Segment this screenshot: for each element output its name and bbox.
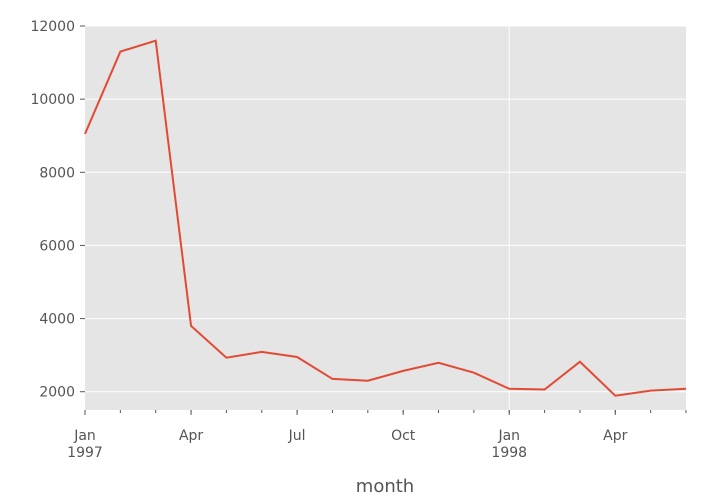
x-tick-label-line: Jan bbox=[73, 428, 96, 444]
y-tick-label: 8000 bbox=[39, 165, 75, 181]
x-tick-label-line: 1997 bbox=[67, 445, 103, 461]
x-tick-label: Jan 1997 bbox=[67, 428, 103, 461]
y-tick-label: 6000 bbox=[39, 238, 75, 254]
x-tick-label: Oct bbox=[391, 428, 416, 444]
line bbox=[84, 39, 687, 397]
x-tick-label-line: Oct bbox=[391, 428, 416, 444]
y-tick-label: 2000 bbox=[39, 385, 75, 401]
x-tick-label: Apr bbox=[603, 428, 627, 444]
x-tick-label: Apr bbox=[179, 428, 203, 444]
y-tick-label: 4000 bbox=[39, 312, 75, 328]
x-tick-label: Jul bbox=[288, 428, 306, 444]
plot-area bbox=[85, 26, 686, 410]
x-tick-label-line: Jan bbox=[497, 428, 520, 444]
x-tick-label-line: Jul bbox=[288, 428, 306, 444]
y-tick-label: 12000 bbox=[30, 19, 75, 35]
x-tick-label-line: Apr bbox=[603, 428, 627, 444]
x-tick-label-line: 1998 bbox=[491, 445, 527, 461]
x-tick-label: Jan 1998 bbox=[491, 428, 527, 461]
y-tick-label: 10000 bbox=[30, 92, 75, 108]
x-tick-label-line: Apr bbox=[179, 428, 203, 444]
x-axis-label: month bbox=[356, 476, 414, 497]
